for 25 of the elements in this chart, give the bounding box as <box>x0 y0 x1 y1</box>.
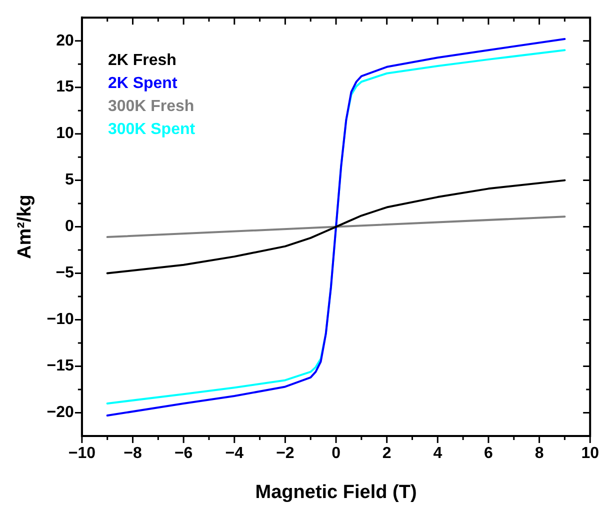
x-tick-label: 8 <box>534 445 544 462</box>
x-tick-label: −6 <box>174 445 193 462</box>
y-tick-label: 0 <box>65 218 74 236</box>
y-tick-label: 5 <box>65 172 74 189</box>
x-tick-label: 10 <box>581 445 600 462</box>
text: 2K Spent <box>108 75 178 92</box>
y-axis-title: Am²/kg <box>14 194 36 260</box>
y-tick-label: −5 <box>56 264 74 282</box>
y-tick-label: 15 <box>56 78 74 96</box>
y-tick-label: −15 <box>46 358 74 375</box>
x-axis-title: Magnetic Field (T) <box>255 482 417 503</box>
x-tick-label: 6 <box>484 445 494 462</box>
x-tick-label: 4 <box>433 445 442 462</box>
x-tick-label: −2 <box>276 445 294 462</box>
y-tick-label: −10 <box>46 311 74 328</box>
text: 300K Fresh <box>108 98 194 116</box>
x-tick-label: −4 <box>225 445 244 462</box>
x-tick-label: −8 <box>124 445 142 462</box>
y-tick-label: −20 <box>46 404 74 422</box>
text: 2K Fresh <box>108 52 176 70</box>
x-tick-label: 2 <box>382 445 392 462</box>
x-tick-label: 0 <box>332 445 341 462</box>
y-tick-label: 10 <box>56 125 74 142</box>
y-tick-label: 20 <box>56 32 74 50</box>
text: 300K Spent <box>108 121 196 138</box>
